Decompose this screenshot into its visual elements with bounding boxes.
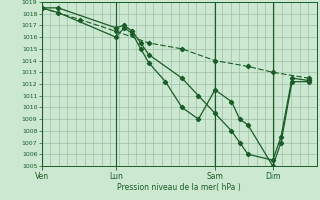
X-axis label: Pression niveau de la mer( hPa ): Pression niveau de la mer( hPa ) — [117, 183, 241, 192]
